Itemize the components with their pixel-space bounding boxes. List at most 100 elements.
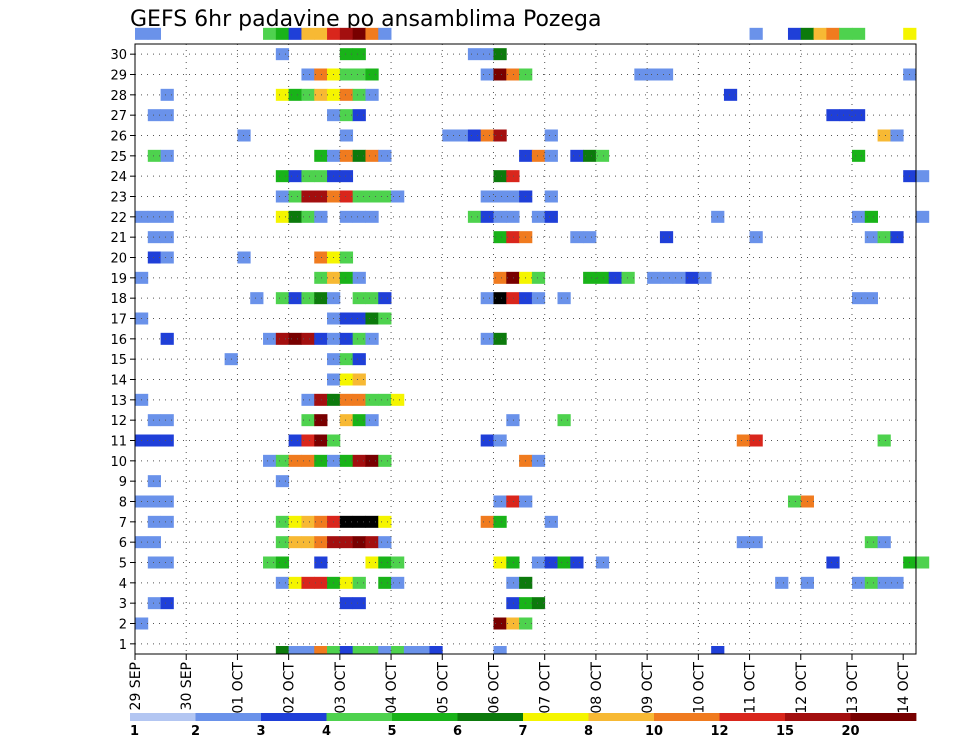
heatmap-cell <box>851 292 866 305</box>
heatmap-cell <box>288 292 302 305</box>
heatmap-cell <box>135 27 149 40</box>
heatmap-cell <box>314 292 328 305</box>
heatmap-cell <box>301 210 315 223</box>
heatmap-cell <box>339 576 354 589</box>
heatmap-cell <box>916 556 930 569</box>
heatmap-cell <box>288 515 302 528</box>
heatmap-cell <box>314 68 328 81</box>
x-tick-label: 01 OCT <box>230 662 246 714</box>
heatmap-cell <box>506 190 520 203</box>
heatmap-cell <box>467 210 482 223</box>
ensemble-mean-cell <box>365 646 379 654</box>
heatmap-cell <box>339 597 354 610</box>
heatmap-cell <box>378 576 392 589</box>
legend-swatch <box>523 713 589 721</box>
heatmap-cell <box>749 434 763 447</box>
y-tick-label: 9 <box>119 475 127 490</box>
heatmap-cell <box>544 515 558 528</box>
heatmap-cell <box>775 576 789 589</box>
y-tick-label: 2 <box>119 618 127 633</box>
heatmap-cell <box>301 27 315 40</box>
heatmap-cell <box>365 88 379 101</box>
x-tick-label: 05 OCT <box>435 662 451 714</box>
heatmap-cell <box>301 536 315 549</box>
heatmap-cell <box>378 292 392 305</box>
heatmap-cell <box>595 556 610 569</box>
heatmap-cell <box>877 129 891 142</box>
ensemble-mean-cell <box>711 646 725 654</box>
heatmap-cell <box>352 576 366 589</box>
heatmap-cell <box>544 190 558 203</box>
heatmap-cell <box>391 556 405 569</box>
heatmap-cell <box>826 109 840 122</box>
heatmap-cell <box>365 414 379 427</box>
legend-label: 5 <box>387 724 396 739</box>
heatmap-cell <box>147 515 162 528</box>
heatmap-cell <box>352 48 366 61</box>
x-tick-label: 13 OCT <box>845 662 861 714</box>
heatmap-cell <box>506 495 520 508</box>
heatmap-cell <box>160 210 174 223</box>
heatmap-cell <box>557 292 571 305</box>
heatmap-cell <box>506 210 520 223</box>
x-tick-label: 29 SEP <box>128 662 144 710</box>
heatmap-cell <box>531 149 546 162</box>
heatmap-cell <box>314 190 328 203</box>
y-tick-label: 24 <box>110 170 127 185</box>
heatmap-cell <box>864 231 878 244</box>
heatmap-cell <box>275 556 290 569</box>
ensemble-mean-cell <box>352 646 366 654</box>
heatmap-cell <box>339 27 354 40</box>
x-tick-label: 07 OCT <box>538 662 554 714</box>
heatmap-cell <box>275 210 290 223</box>
heatmap-cell <box>339 454 354 467</box>
y-tick-label: 14 <box>110 374 127 389</box>
y-tick-label: 16 <box>110 333 127 348</box>
heatmap-cell <box>800 27 814 40</box>
heatmap-cell <box>339 353 354 366</box>
ensemble-mean-cell <box>391 646 405 654</box>
heatmap-cell <box>314 332 328 345</box>
heatmap-cell <box>160 251 174 264</box>
x-tick-label: 08 OCT <box>589 662 605 714</box>
heatmap-cell <box>365 292 379 305</box>
y-tick-label: 15 <box>110 353 127 368</box>
y-tick-label: 17 <box>110 313 127 328</box>
heatmap-cell <box>787 495 802 508</box>
y-tick-label: 27 <box>110 109 127 124</box>
x-tick-label: 12 OCT <box>794 662 810 714</box>
heatmap-cell <box>352 536 366 549</box>
heatmap-cell <box>237 251 251 264</box>
heatmap-cell <box>147 27 162 40</box>
heatmap-cell <box>365 332 379 345</box>
heatmap-cell <box>288 27 302 40</box>
heatmap-cell <box>378 515 392 528</box>
heatmap-cell <box>339 68 354 81</box>
heatmap-cell <box>147 251 162 264</box>
heatmap-cell <box>147 434 162 447</box>
heatmap-cell <box>493 48 507 61</box>
heatmap-cell <box>851 576 866 589</box>
heatmap-cell <box>275 576 290 589</box>
heatmap-cell <box>378 149 392 162</box>
heatmap-cell <box>314 210 328 223</box>
ensemble-mean-cell <box>493 646 507 654</box>
heatmap-cell <box>314 88 328 101</box>
heatmap-cell <box>160 414 174 427</box>
heatmap-cell <box>826 556 840 569</box>
heatmap-cell <box>160 149 174 162</box>
heatmap-cell <box>531 271 546 284</box>
heatmap-cell <box>506 292 520 305</box>
heatmap-cell <box>378 312 392 325</box>
heatmap-cell <box>480 292 494 305</box>
heatmap-cell <box>339 393 354 406</box>
y-tick-label: 30 <box>110 48 127 63</box>
heatmap-cell <box>263 332 277 345</box>
x-tick-label: 03 OCT <box>333 662 349 714</box>
heatmap-cell <box>160 231 174 244</box>
heatmap-cell <box>352 414 366 427</box>
heatmap-cell <box>147 210 162 223</box>
heatmap-cell <box>506 617 520 630</box>
heatmap-cell <box>301 332 315 345</box>
